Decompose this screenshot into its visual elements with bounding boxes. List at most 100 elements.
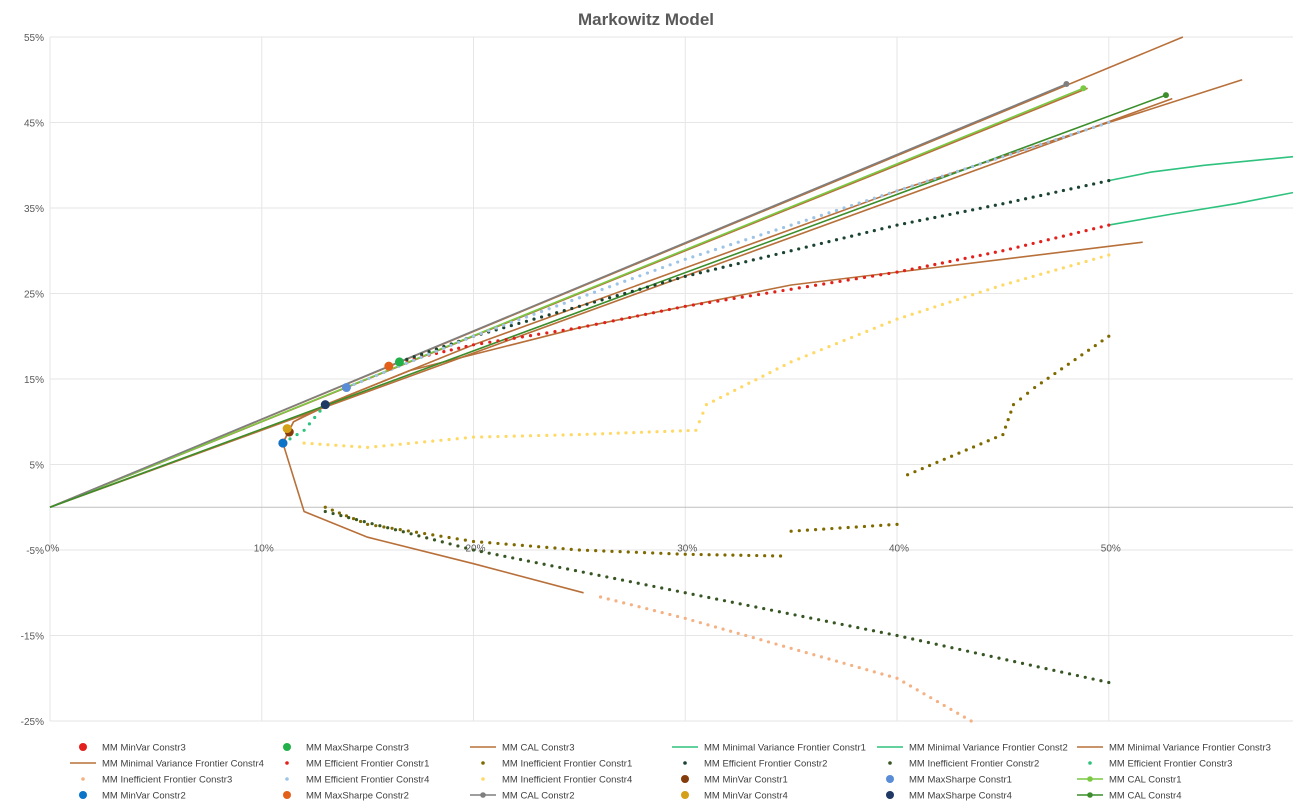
series-mm-maxsharpe-constr3 [394, 357, 404, 367]
data-point [927, 463, 932, 468]
data-point [865, 230, 869, 235]
data-point [423, 440, 427, 444]
data-point [307, 422, 311, 426]
data-point [691, 255, 695, 259]
data-point [517, 318, 521, 322]
data-point [880, 323, 884, 327]
data-point [949, 454, 954, 458]
data-point [573, 568, 578, 573]
data-point [442, 350, 446, 354]
data-point [824, 619, 829, 623]
data-point [872, 326, 876, 330]
data-point [542, 562, 546, 566]
data-point [1061, 234, 1065, 238]
data-point [1066, 362, 1070, 366]
data-point [589, 572, 593, 576]
legend-label: MM MaxSharpe Constr1 [909, 775, 1012, 786]
data-point [969, 719, 973, 723]
y-tick-label: -5% [26, 546, 44, 557]
data-point [804, 245, 808, 249]
data-point [963, 167, 967, 171]
data-point [1054, 236, 1058, 240]
data-point [675, 614, 680, 619]
data-point [537, 332, 541, 336]
data-point [645, 285, 650, 289]
data-point [512, 336, 516, 340]
data-point [838, 526, 842, 530]
data-point [707, 553, 711, 557]
data-point [887, 674, 892, 678]
data-point [774, 642, 778, 646]
data-point [1084, 183, 1088, 188]
data-point [326, 443, 330, 447]
data-point [801, 614, 805, 619]
data-point [318, 409, 322, 413]
data-point [509, 320, 513, 325]
data-point [819, 241, 823, 246]
data-point [675, 589, 680, 593]
series-mm-efficient-frontier-constr4 [344, 120, 1111, 390]
data-point [918, 310, 922, 314]
data-point [729, 263, 733, 268]
data-point [632, 430, 636, 435]
data-point [553, 546, 557, 550]
data-point [925, 264, 929, 268]
data-point [512, 434, 516, 438]
legend-item-mm-maxsharpe-constr1: MM MaxSharpe Constr1 [886, 775, 1012, 786]
series-line [49, 83, 1067, 509]
data-point [561, 328, 565, 332]
data-point [555, 311, 559, 315]
data-point [427, 350, 431, 354]
data-point [744, 633, 748, 638]
data-point [729, 243, 733, 247]
x-tick-label: 10% [254, 543, 274, 554]
data-point [1039, 142, 1043, 147]
data-point [925, 179, 929, 183]
data-point [1020, 661, 1025, 665]
data-point [704, 403, 709, 407]
data-point [906, 473, 910, 477]
data-point [986, 159, 990, 164]
data-point [963, 256, 967, 260]
data-point [449, 343, 453, 347]
data-point [955, 258, 960, 262]
data-point [302, 428, 306, 432]
data-point [887, 632, 891, 636]
data-point [978, 290, 982, 294]
legend-swatch [285, 777, 289, 781]
data-point [342, 444, 346, 448]
data-point [569, 547, 573, 551]
data-point [1046, 376, 1050, 380]
data-point [718, 395, 723, 400]
data-point [683, 552, 687, 556]
legend-item-mm-efficient-frontier-constr3: MM Efficient Frontier Constr3 [1088, 759, 1232, 770]
data-point [744, 260, 748, 264]
data-point [528, 333, 533, 338]
data-point [812, 243, 816, 247]
legend-item-mm-minvar-constr3: MM MinVar Constr3 [79, 743, 186, 754]
data-point [455, 437, 459, 441]
data-point [390, 443, 394, 447]
data-point [479, 331, 483, 336]
data-point [447, 437, 451, 442]
data-point [660, 281, 665, 285]
data-point [667, 307, 671, 312]
data-point [993, 436, 998, 440]
data-point [639, 430, 644, 434]
data-point [1016, 245, 1020, 249]
data-point [940, 214, 944, 218]
data-point [827, 239, 831, 244]
data-point [785, 611, 789, 615]
data-point [706, 623, 710, 627]
y-tick-label: 55% [24, 33, 44, 44]
data-point [1107, 120, 1111, 125]
data-point [1023, 276, 1028, 281]
data-point [487, 551, 491, 555]
legend-swatch [886, 791, 894, 799]
data-point [420, 352, 424, 356]
data-point [978, 253, 982, 257]
data-point [765, 291, 769, 295]
data-point [751, 235, 755, 239]
data-point [585, 548, 590, 552]
data-point [729, 629, 733, 633]
